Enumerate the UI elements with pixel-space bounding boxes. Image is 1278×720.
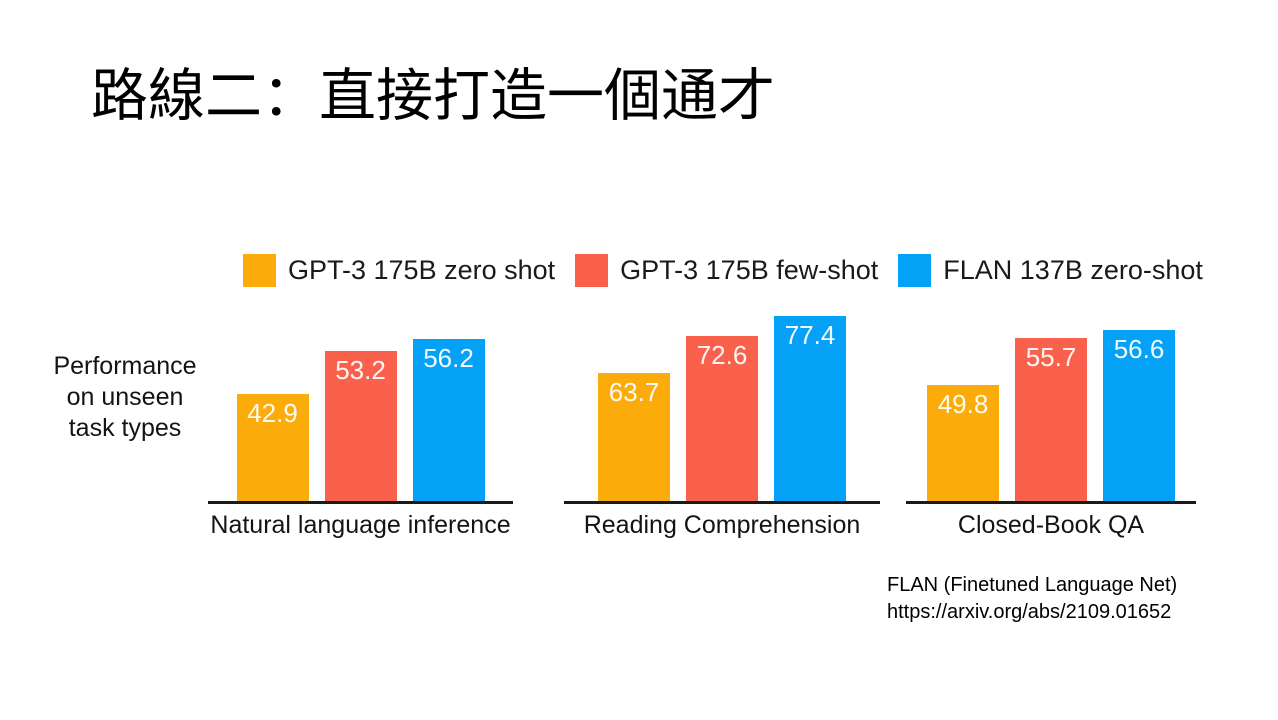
- legend-swatch-icon: [243, 254, 276, 287]
- legend-label: FLAN 137B zero-shot: [943, 255, 1203, 285]
- y-axis-label-line: on unseen: [66, 383, 184, 411]
- bar-cluster: 49.8 55.7 56.6: [906, 311, 1196, 501]
- x-axis-line: [906, 501, 1196, 504]
- bar: 56.6: [1103, 330, 1175, 501]
- y-axis-label-line: Performance: [53, 352, 197, 380]
- y-axis-label: Performance on unseen task types: [30, 351, 220, 444]
- chart-group: 49.8 55.7 56.6 Closed-Book QA: [906, 311, 1196, 540]
- bar-chart: 42.9 53.2 56.2 Natural language inference 63…: [0, 311, 1278, 551]
- bar-value-label: 56.6: [1113, 334, 1165, 364]
- legend-item: GPT-3 175B few-shot: [575, 254, 878, 287]
- bar-value-label: 49.8: [937, 389, 989, 419]
- legend-label: GPT-3 175B few-shot: [620, 255, 879, 285]
- bar-value-label: 56.2: [423, 343, 474, 373]
- bar: 53.2: [324, 351, 397, 501]
- y-axis-label-line: task types: [68, 414, 182, 442]
- bar-value-label: 53.2: [335, 355, 386, 385]
- bar: 63.7: [598, 373, 670, 501]
- category-label: Reading Comprehension: [583, 511, 861, 539]
- chart-legend: GPT-3 175B zero shot GPT-3 175B few-shot F…: [243, 254, 1203, 287]
- category-label: Closed-Book QA: [957, 511, 1145, 539]
- attribution: FLAN (Finetuned Language Net) https://ar…: [887, 572, 1177, 626]
- bar-value-label: 63.7: [608, 377, 660, 407]
- slide-title: 路線二：直接打造一個通才: [91, 64, 775, 128]
- legend-item: FLAN 137B zero-shot: [898, 254, 1203, 287]
- bar-value-label: 42.9: [247, 398, 298, 428]
- chart-group: 63.7 72.6 77.4 Reading Comprehension: [564, 311, 880, 540]
- category-label: Natural language inference: [210, 511, 511, 539]
- legend-item: GPT-3 175B zero shot: [243, 254, 555, 287]
- legend-swatch-icon: [575, 254, 609, 287]
- legend-swatch-icon: [898, 254, 932, 287]
- bar: 55.7: [1015, 338, 1087, 501]
- bar: 72.6: [686, 336, 758, 501]
- bar: 56.2: [412, 339, 485, 501]
- bar: 42.9: [236, 394, 309, 501]
- bar: 77.4: [774, 316, 846, 501]
- x-axis-line: [564, 501, 880, 504]
- bar-cluster: 42.9 53.2 56.2: [208, 311, 513, 501]
- bar: 49.8: [927, 385, 999, 501]
- bar-value-label: 55.7: [1025, 342, 1077, 372]
- attribution-url: https://arxiv.org/abs/2109.01652: [887, 601, 1172, 623]
- legend-label: GPT-3 175B zero shot: [288, 255, 556, 285]
- attribution-source: FLAN (Finetuned Language Net): [887, 574, 1178, 596]
- x-axis-line: [208, 501, 513, 504]
- bar-value-label: 77.4: [784, 320, 836, 350]
- chart-group: 42.9 53.2 56.2 Natural language inference: [208, 311, 513, 540]
- bar-value-label: 72.6: [696, 340, 748, 370]
- bar-cluster: 63.7 72.6 77.4: [564, 311, 880, 501]
